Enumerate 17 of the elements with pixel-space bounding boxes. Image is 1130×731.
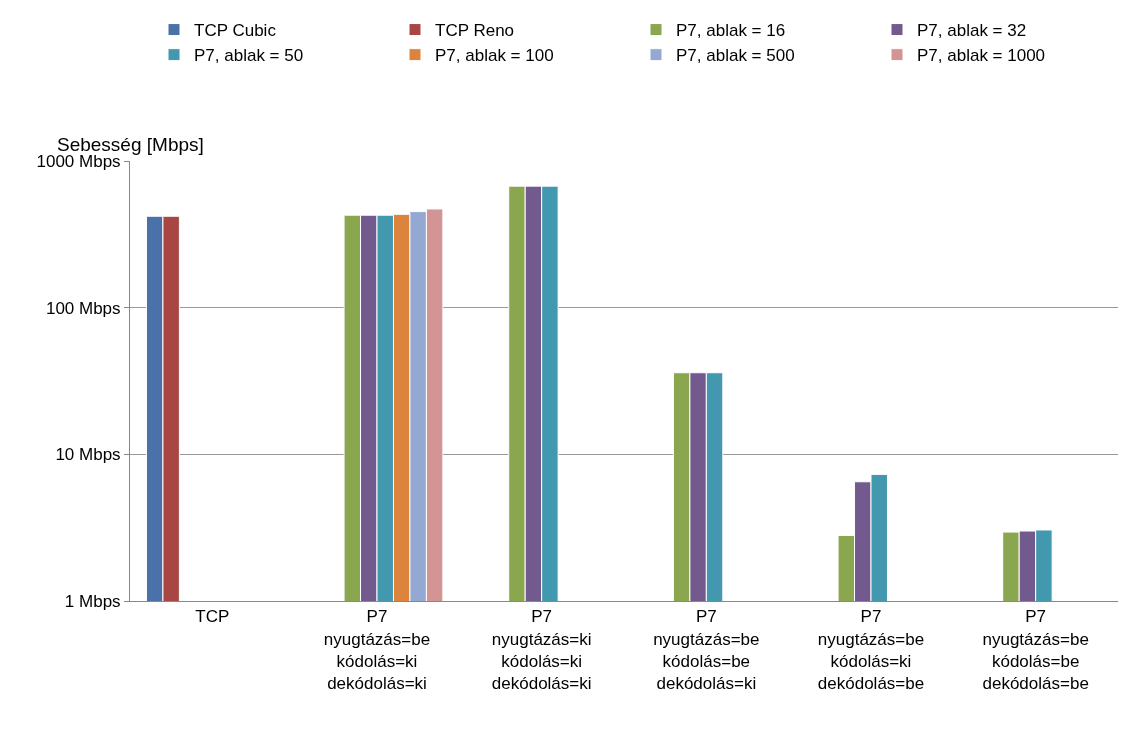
legend-label: P7, ablak = 16 [676,21,786,41]
y-tick-label: 100 Mbps [45,298,121,318]
x-tick-label: P7 nyugtázás=be kódolás=be dekódolás=ki [653,607,760,693]
legend-label: P7, ablak = 1000 [917,46,1046,66]
legend-label: TCP Reno [435,21,515,41]
legend-label: P7, ablak = 500 [676,46,795,66]
y-tick-label: 10 Mbps [55,445,121,465]
legend-label: TCP Cubic [194,21,277,41]
x-tick-label: P7 nyugtázás=ki kódolás=ki dekódolás=ki [491,607,592,693]
x-tick-label: TCP [195,607,230,627]
x-tick-label: P7 nyugtázás=be kódolás=ki dekódolás=ki [323,607,431,693]
legend-label: P7, ablak = 32 [917,21,1027,41]
y-tick-label: 1 Mbps [64,591,121,611]
legend-label: P7, ablak = 50 [194,46,304,66]
x-tick-label: P7 nyugtázás=be kódolás=ki dekódolás=be [817,607,925,693]
x-tick-label: P7 nyugtázás=be kódolás=be dekódolás=be [982,607,1089,693]
legend-label: P7, ablak = 100 [435,46,554,66]
